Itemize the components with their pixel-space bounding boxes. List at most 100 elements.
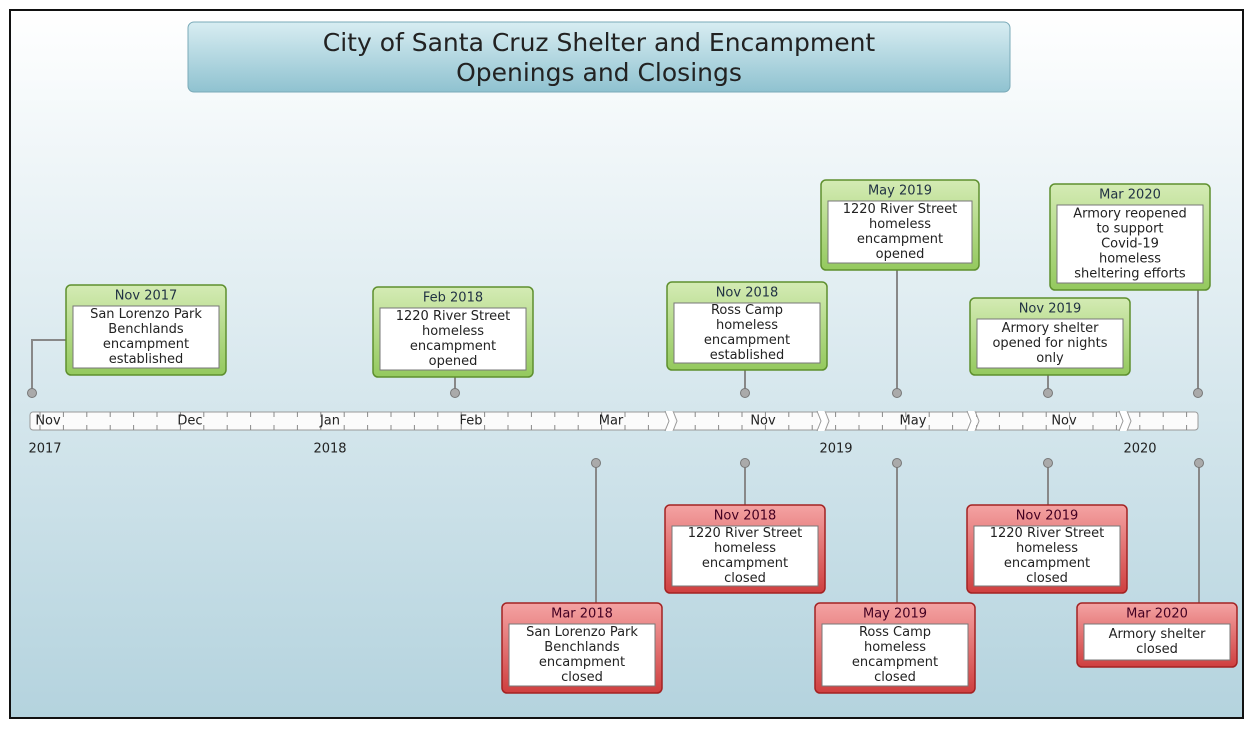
month-label: Jan bbox=[319, 414, 340, 429]
event-text: to support bbox=[1096, 222, 1163, 237]
event-text: encampment bbox=[704, 333, 790, 348]
month-label: Nov bbox=[1051, 414, 1077, 429]
year-label: 2019 bbox=[819, 442, 852, 457]
event-text: opened bbox=[429, 354, 478, 369]
break-gap bbox=[1120, 411, 1128, 431]
event-text: homeless bbox=[422, 324, 484, 339]
month-label: Nov bbox=[35, 414, 61, 429]
event-text: homeless bbox=[714, 541, 776, 556]
break-gap bbox=[818, 411, 826, 431]
event-text: encampment bbox=[410, 339, 496, 354]
event-body bbox=[72, 305, 220, 369]
month-label: Nov bbox=[750, 414, 776, 429]
event-text: Benchlands bbox=[544, 640, 620, 655]
event-text: encampment bbox=[103, 337, 189, 352]
event-text: San Lorenzo Park bbox=[526, 625, 638, 640]
event-date: Mar 2020 bbox=[1099, 188, 1161, 203]
event-text: opened for nights bbox=[992, 336, 1107, 351]
event-text: Ross Camp bbox=[711, 303, 783, 318]
year-label: 2020 bbox=[1123, 442, 1156, 457]
event-text: only bbox=[1036, 351, 1064, 366]
event-text: Ross Camp bbox=[859, 625, 931, 640]
break-mark bbox=[966, 410, 980, 432]
event-date: May 2019 bbox=[863, 607, 927, 622]
pin bbox=[892, 388, 902, 398]
month-label: Dec bbox=[177, 414, 202, 429]
title: Openings and Closings bbox=[456, 58, 742, 87]
title-box bbox=[187, 21, 1011, 93]
event-text: established bbox=[710, 348, 785, 363]
event-date: Mar 2020 bbox=[1126, 607, 1188, 622]
event-text: Armory reopened bbox=[1073, 207, 1187, 222]
event-text: Benchlands bbox=[108, 322, 184, 337]
event-text: homeless bbox=[1099, 252, 1161, 267]
pin bbox=[1194, 458, 1204, 468]
pin bbox=[1193, 388, 1203, 398]
pin bbox=[450, 388, 460, 398]
pin bbox=[1043, 458, 1053, 468]
pin bbox=[27, 388, 37, 398]
event-text: closed bbox=[874, 670, 916, 685]
event-text: San Lorenzo Park bbox=[90, 307, 202, 322]
event-body bbox=[827, 200, 973, 264]
event-text: homeless bbox=[1016, 541, 1078, 556]
break-gap bbox=[666, 411, 674, 431]
pin bbox=[892, 458, 902, 468]
pin bbox=[591, 458, 601, 468]
year-label: 2018 bbox=[313, 442, 346, 457]
event-text: closed bbox=[724, 571, 766, 586]
event-text: closed bbox=[1136, 642, 1178, 657]
break-mark bbox=[664, 410, 678, 432]
event-date: Nov 2018 bbox=[714, 509, 777, 524]
event-body bbox=[973, 525, 1121, 587]
event-date: Nov 2019 bbox=[1019, 302, 1082, 317]
event-text: encampment bbox=[702, 556, 788, 571]
event-text: 1220 River Street bbox=[396, 309, 511, 324]
event-text: homeless bbox=[869, 217, 931, 232]
event-date: Feb 2018 bbox=[423, 291, 483, 306]
event-date: Nov 2018 bbox=[716, 286, 779, 301]
title: City of Santa Cruz Shelter and Encampmen… bbox=[323, 28, 876, 57]
event-date: May 2019 bbox=[868, 184, 932, 199]
event-text: homeless bbox=[864, 640, 926, 655]
event-text: closed bbox=[561, 670, 603, 685]
year-label: 2017 bbox=[28, 442, 61, 457]
pin bbox=[740, 388, 750, 398]
event-body bbox=[673, 302, 821, 364]
event-date: Nov 2019 bbox=[1016, 509, 1079, 524]
event-body bbox=[1083, 623, 1231, 661]
event-text: encampment bbox=[857, 232, 943, 247]
break-gap bbox=[968, 411, 976, 431]
event-text: 1220 River Street bbox=[688, 526, 803, 541]
event-text: 1220 River Street bbox=[990, 526, 1105, 541]
event-text: Armory shelter bbox=[1002, 321, 1100, 336]
event-body bbox=[821, 623, 969, 687]
break-mark bbox=[1118, 410, 1132, 432]
event-text: opened bbox=[876, 247, 925, 262]
event-text: established bbox=[109, 352, 184, 367]
month-label: Mar bbox=[599, 414, 624, 429]
event-text: Covid-19 bbox=[1101, 237, 1159, 252]
event-text: sheltering efforts bbox=[1074, 267, 1186, 282]
event-text: encampment bbox=[852, 655, 938, 670]
event-date: Mar 2018 bbox=[551, 607, 613, 622]
event-body bbox=[976, 318, 1124, 369]
month-label: Feb bbox=[459, 414, 482, 429]
break-mark bbox=[816, 410, 830, 432]
event-text: encampment bbox=[1004, 556, 1090, 571]
event-body bbox=[1056, 204, 1204, 284]
connector bbox=[31, 339, 66, 393]
event-text: closed bbox=[1026, 571, 1068, 586]
pin bbox=[740, 458, 750, 468]
month-label: May bbox=[900, 414, 927, 429]
event-body bbox=[508, 623, 656, 687]
event-text: 1220 River Street bbox=[843, 202, 958, 217]
event-text: homeless bbox=[716, 318, 778, 333]
event-body bbox=[671, 525, 819, 587]
event-text: encampment bbox=[539, 655, 625, 670]
event-date: Nov 2017 bbox=[115, 289, 178, 304]
event-body bbox=[379, 307, 527, 371]
event-text: Armory shelter bbox=[1109, 627, 1207, 642]
